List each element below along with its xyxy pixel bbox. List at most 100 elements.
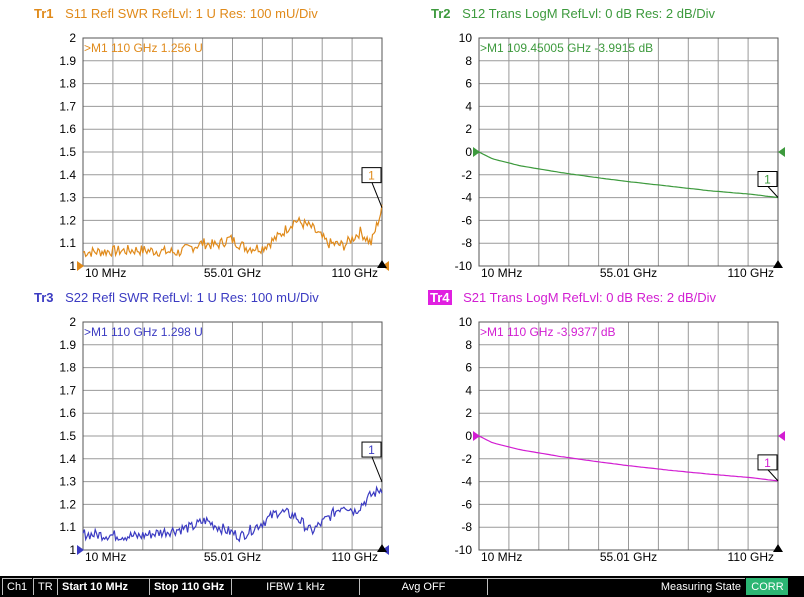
y-tick-label: 2 (69, 315, 76, 329)
x-tick-label: 110 GHz (332, 266, 378, 280)
x-tick-label: 110 GHz (728, 266, 774, 280)
trace-plot-tr2[interactable]: 10 8 6 4 2 0 -2 -4 -6 -8 -10 10 MHz 55.01 GHz 110 GHz… (402, 0, 804, 288)
trace-id[interactable]: Tr1 (34, 6, 54, 21)
trace-pane-tr2[interactable]: Tr2 S12 Trans LogM RefLvl: 0 dB Res: 2 d… (402, 0, 804, 288)
trace-line (478, 435, 779, 482)
ref-level-right-marker (778, 147, 785, 157)
y-tick-label: 4 (465, 383, 472, 397)
marker-stimulus-triangle (773, 544, 783, 552)
marker-stimulus-triangle (377, 544, 387, 552)
trace-title-tr1: Tr1 S11 Refl SWR RefLvl: 1 U Res: 100 mU… (34, 6, 318, 21)
trace-plot-tr1[interactable]: 2 1.9 1.8 1.7 1.6 1.5 1.4 1.3 1.2 1.1 1 10 MHz 55.01… (0, 0, 402, 288)
y-tick-label: 1.6 (59, 122, 76, 136)
y-tick-label: 0 (465, 429, 472, 443)
y-tick-label: -8 (461, 520, 472, 534)
correction-badge[interactable]: CORR (746, 578, 788, 595)
y-tick-label: 8 (465, 338, 472, 352)
trace-title-tr4: Tr4 S21 Trans LogM RefLvl: 0 dB Res: 2 d… (428, 290, 716, 305)
y-tick-label: 0 (465, 145, 472, 159)
trace-line (82, 204, 383, 258)
marker-readout: >M1 110 GHz 1.256 U (84, 41, 203, 55)
y-tick-label: 2 (465, 122, 472, 136)
y-tick-label: -10 (455, 543, 473, 557)
ifbw-setting[interactable]: IFBW 1 kHz (231, 578, 359, 595)
marker-leader-line (767, 469, 779, 482)
x-tick-label: 10 MHz (481, 550, 522, 564)
trace-id[interactable]: Tr2 (431, 6, 451, 21)
x-tick-label: 10 MHz (481, 266, 522, 280)
start-frequency[interactable]: Start 10 MHz (57, 578, 149, 595)
y-tick-label: 1.4 (59, 452, 76, 466)
y-tick-label: 1.1 (59, 520, 76, 534)
y-tick-label: -4 (461, 475, 472, 489)
y-tick-label: 1.7 (59, 383, 76, 397)
y-tick-label: 1.2 (59, 497, 76, 511)
x-tick-label: 10 MHz (85, 550, 126, 564)
marker-readout: >M1 110 GHz 1.298 U (84, 325, 203, 339)
measuring-state: Measuring State (487, 578, 745, 595)
marker-label: 1 (368, 169, 375, 183)
y-tick-label: 1.5 (59, 429, 76, 443)
y-tick-label: 1.3 (59, 475, 76, 489)
x-tick-label: 10 MHz (85, 266, 126, 280)
plot-frame (82, 37, 383, 267)
y-tick-label: 1 (69, 259, 76, 273)
trace-title-tr3: Tr3 S22 Refl SWR RefLvl: 1 U Res: 100 mU… (34, 290, 319, 305)
trace-id[interactable]: Tr3 (34, 290, 54, 305)
x-tick-label: 110 GHz (332, 550, 378, 564)
trace-line (82, 485, 383, 543)
trace-plot-tr4[interactable]: 10 8 6 4 2 0 -2 -4 -6 -8 -10 10 MHz 55.01 GHz 110 GHz… (402, 288, 804, 576)
trace-line (478, 151, 779, 199)
stop-frequency[interactable]: Stop 110 GHz (149, 578, 231, 595)
y-tick-label: 1.7 (59, 99, 76, 113)
y-tick-label: -10 (455, 259, 473, 273)
channel-indicator[interactable]: Ch1 (2, 578, 32, 595)
ref-level-left-marker (473, 147, 480, 157)
marker-label: 1 (764, 173, 771, 187)
y-tick-label: 1.4 (59, 168, 76, 182)
y-tick-label: 6 (465, 77, 472, 91)
marker-label-box (757, 171, 778, 188)
y-tick-label: -6 (461, 213, 472, 227)
trace-plot-tr3[interactable]: 2 1.9 1.8 1.7 1.6 1.5 1.4 1.3 1.2 1.1 1 10 MHz 55.01… (0, 288, 402, 576)
x-tick-label: 110 GHz (728, 550, 774, 564)
x-tick-label: 55.01 GHz (204, 550, 261, 564)
trace-pane-tr1[interactable]: Tr1 S11 Refl SWR RefLvl: 1 U Res: 100 mU… (0, 0, 402, 288)
marker-stimulus-triangle (377, 260, 387, 268)
y-tick-label: 2 (465, 406, 472, 420)
marker-label: 1 (368, 443, 375, 457)
y-tick-label: -2 (461, 168, 472, 182)
y-tick-label: -2 (461, 452, 472, 466)
y-tick-label: 1.2 (59, 213, 76, 227)
marker-label-box (361, 441, 382, 458)
trace-settings: S12 Trans LogM RefLvl: 0 dB Res: 2 dB/Di… (462, 6, 716, 21)
y-tick-label: 2 (69, 31, 76, 45)
y-tick-label: 1.6 (59, 406, 76, 420)
y-tick-label: -4 (461, 191, 472, 205)
y-tick-label: 1.9 (59, 54, 76, 68)
averaging-setting[interactable]: Avg OFF (359, 578, 487, 595)
y-tick-label: 1.5 (59, 145, 76, 159)
trace-pane-tr4[interactable]: Tr4 S21 Trans LogM RefLvl: 0 dB Res: 2 d… (402, 288, 804, 576)
y-tick-label: 10 (459, 315, 473, 329)
marker-readout: >M1 110 GHz -3.9377 dB (480, 325, 616, 339)
y-tick-label: -8 (461, 236, 472, 250)
marker-label-box (361, 167, 382, 184)
x-tick-label: 55.01 GHz (204, 266, 261, 280)
y-tick-label: 10 (459, 31, 473, 45)
trace-settings: S21 Trans LogM RefLvl: 0 dB Res: 2 dB/Di… (463, 290, 717, 305)
y-tick-label: 1.8 (59, 361, 76, 375)
trace-title-tr2: Tr2 S12 Trans LogM RefLvl: 0 dB Res: 2 d… (431, 6, 715, 21)
plot-frame (82, 321, 383, 551)
marker-leader-line (371, 182, 383, 208)
y-tick-label: 6 (465, 361, 472, 375)
ref-level-right-marker (778, 431, 785, 441)
trace-pane-tr3[interactable]: Tr3 S22 Refl SWR RefLvl: 1 U Res: 100 mU… (0, 288, 402, 576)
trigger-indicator[interactable]: TR (33, 578, 57, 595)
ref-level-left-marker (77, 261, 84, 271)
trace-settings: S22 Refl SWR RefLvl: 1 U Res: 100 mU/Div (65, 290, 319, 305)
y-tick-label: 1.3 (59, 191, 76, 205)
trace-id-active[interactable]: Tr4 (428, 290, 452, 305)
y-tick-label: -6 (461, 497, 472, 511)
